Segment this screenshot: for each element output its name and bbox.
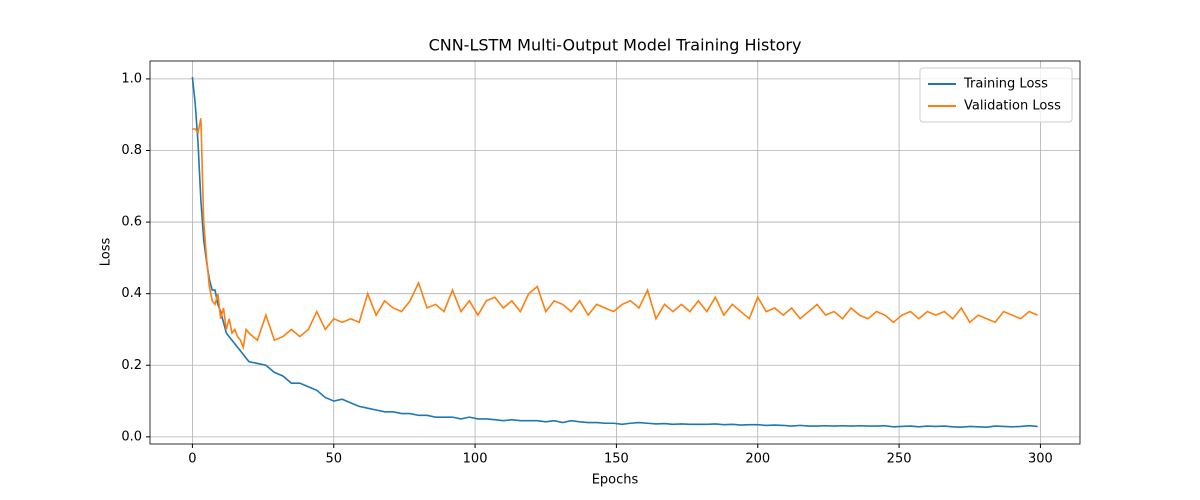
x-tick-label: 0 <box>188 452 196 467</box>
y-tick-label: 0.4 <box>121 286 142 301</box>
series-line <box>192 118 1038 351</box>
x-tick-label: 300 <box>1028 452 1053 467</box>
series-line <box>191 77 1038 428</box>
x-tick-label: 200 <box>745 452 770 467</box>
chart-title: CNN-LSTM Multi-Output Model Training His… <box>429 36 802 55</box>
y-axis-label: Loss <box>99 238 114 267</box>
y-tick-label: 0.6 <box>121 215 142 230</box>
y-tick-label: 0.2 <box>121 358 142 373</box>
x-tick-label: 250 <box>887 452 912 467</box>
legend-label: Validation Loss <box>964 99 1061 114</box>
y-tick-label: 1.0 <box>121 71 142 86</box>
legend-label: Training Loss <box>963 77 1048 92</box>
legend: Training Loss Validation Loss <box>919 67 1073 123</box>
plot-frame <box>149 60 1081 445</box>
y-tick-label: 0.0 <box>121 429 142 444</box>
x-tick-label: 50 <box>325 452 342 467</box>
legend-box <box>919 67 1073 123</box>
y-tick-label: 0.8 <box>121 143 142 158</box>
x-axis-label: Epochs <box>592 473 639 488</box>
x-tick-label: 150 <box>604 452 629 467</box>
x-tick-label: 100 <box>463 452 488 467</box>
